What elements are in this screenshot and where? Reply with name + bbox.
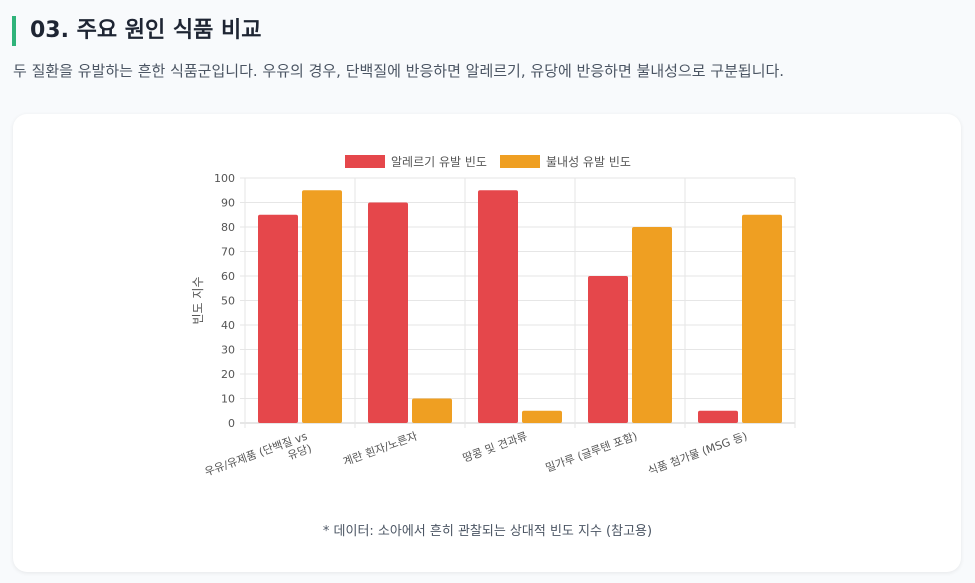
- y-tick-label: 100: [214, 172, 235, 185]
- y-tick-label: 20: [221, 368, 235, 381]
- page-description: 두 질환을 유발하는 흔한 식품군입니다. 우유의 경우, 단백질에 반응하면 …: [13, 62, 785, 80]
- bar-intolerance: [632, 227, 672, 423]
- bar-intolerance: [742, 214, 782, 423]
- bar-intolerance: [412, 398, 452, 423]
- y-tick-label: 90: [221, 197, 235, 210]
- x-tick-label: 땅콩 및 견과류: [461, 430, 529, 465]
- y-tick-label: 10: [221, 393, 235, 406]
- y-tick-label: 70: [221, 246, 235, 259]
- chart-footnote: * 데이터: 소아에서 흔히 관찰되는 상대적 빈도 지수 (참고용): [322, 524, 653, 539]
- y-tick-label: 60: [221, 270, 235, 283]
- bar-intolerance: [522, 410, 562, 423]
- x-tick-label: 우유/유제품 (단백질 vs유당): [203, 430, 314, 492]
- legend-swatch: [500, 155, 540, 168]
- x-tick-label: 밀가루 (글루텐 포함): [544, 430, 639, 475]
- bar-allergy: [258, 214, 298, 423]
- bar-allergy: [478, 190, 518, 423]
- legend-label: 알레르기 유발 빈도: [391, 155, 487, 169]
- y-tick-label: 50: [221, 295, 235, 308]
- y-tick-label: 30: [221, 344, 235, 357]
- y-tick-label: 40: [221, 319, 235, 332]
- y-tick-label: 0: [228, 417, 235, 430]
- legend-swatch: [345, 155, 385, 168]
- x-tick-label: 식품 첨가물 (MSG 등): [646, 430, 749, 478]
- page-title: 03. 주요 원인 식품 비교: [12, 16, 262, 46]
- bar-allergy: [588, 276, 628, 423]
- bar-allergy: [698, 410, 738, 423]
- bar-allergy: [368, 202, 408, 423]
- bar-intolerance: [302, 190, 342, 423]
- legend-label: 불내성 유발 빈도: [546, 155, 631, 169]
- y-axis-label: 빈도 지수: [191, 277, 205, 325]
- x-tick-label: 계란 흰자/노른자: [341, 430, 419, 469]
- y-tick-label: 80: [221, 221, 235, 234]
